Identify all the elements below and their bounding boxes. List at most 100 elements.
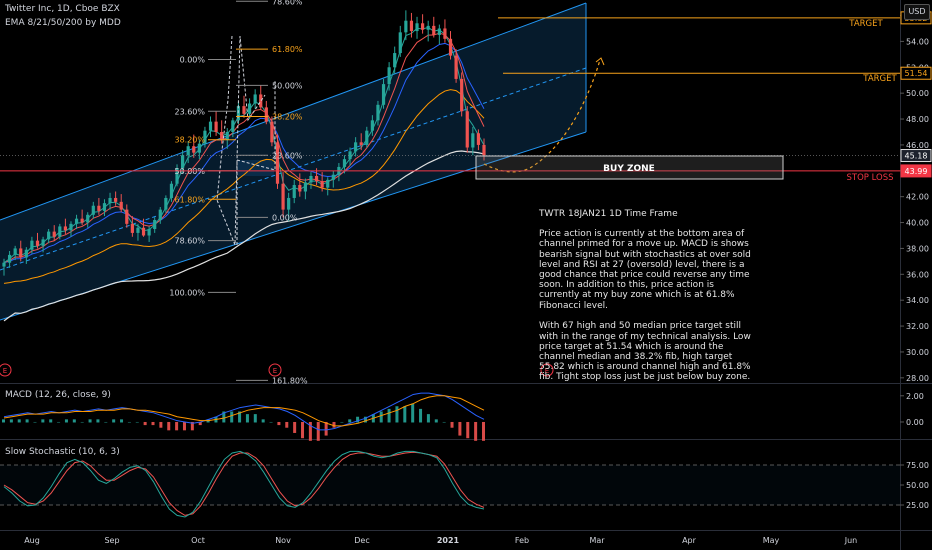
currency-button[interactable]: USD [904,4,930,20]
macd-histogram-bar [230,411,234,423]
time-axis-label: Mar [589,536,605,545]
candle-body [192,146,196,153]
macd-histogram-bar [285,421,289,428]
candle-body [309,175,313,183]
candle-body [214,121,218,132]
candle-body [125,209,129,224]
candle-body [437,28,441,35]
macd-histogram-bar [175,421,179,431]
analysis-paragraph-1: Price action is currently at the bottom … [539,229,751,311]
macd-histogram-bar [182,421,186,431]
candle-body [443,28,447,39]
macd-histogram-bar [316,421,320,441]
macd-histogram-bar [49,419,53,423]
candle-body [270,121,274,143]
candle-body [91,205,95,215]
candle-body [41,239,45,246]
candle-body [471,133,475,148]
price-axis-label: 46.00 [906,141,929,150]
candle-body [114,197,118,202]
candle-body [203,130,207,144]
ema-8-line [3,32,485,264]
macd-histogram-bar [33,421,37,423]
macd-histogram-bar [332,421,336,428]
price-axis-label: 50.00 [906,89,929,98]
fib-level-label: 50.00% [272,81,303,90]
fib-level-label: 38.20% [272,112,303,121]
time-axis-label: Oct [191,536,205,545]
candle-body [220,131,224,140]
macd-title: MACD (12, 26, close, 9) [5,390,111,400]
price-tag-label: 51.54 [905,69,928,78]
candle-body [80,218,84,223]
candle-body [426,25,430,30]
macd-histogram-bar [419,408,423,423]
target-low-label: TARGET [862,74,897,84]
macd-histogram-bar [135,421,139,423]
macd-histogram-bar [426,414,430,423]
earnings-marker-label: E [3,367,7,375]
earnings-marker [268,363,282,377]
stoch-axis-label: 25.00 [906,501,929,510]
macd-histogram-bar [57,421,61,423]
fib-zigzag [216,35,266,246]
candle-body [298,185,302,192]
stoch-axis-label: 75.00 [906,461,929,470]
stoch-k-line [3,450,485,518]
macd-histogram-bar [395,406,399,423]
candle-body [147,229,151,236]
candle-body [186,146,190,156]
candle-body [153,219,157,230]
macd-histogram-bar [466,421,470,439]
candle-body [208,121,213,131]
candle-body [348,151,352,160]
candle-body [30,240,34,250]
candle-body [454,55,458,79]
candle-body [52,231,56,237]
macd-histogram-bar [356,416,360,423]
macd-histogram-bar [238,411,242,423]
macd-histogram-bar [301,421,305,439]
candle-body [63,226,67,231]
candle-body [326,179,330,188]
candle-body [320,181,324,188]
price-axis-label: 40.00 [906,219,929,228]
candle-body [74,218,79,224]
candle-body [381,84,386,105]
ema-50-line [3,89,485,284]
fib-level-label: 23.60% [272,151,303,160]
macd-histogram-bar [482,421,485,441]
fib-level-label: 161.80% [272,376,308,385]
macd-histogram-bar [348,419,352,423]
channel-median-line [0,67,587,271]
macd-histogram-bar [112,419,116,423]
macd-histogram-bar [379,411,383,423]
macd-histogram-bar [72,419,76,423]
ema-200-line [3,150,485,322]
candle-body [331,174,335,180]
candle-body [7,254,12,263]
stochastic-title: Slow Stochastic (10, 6, 3) [5,447,120,457]
candle-body [102,203,107,211]
fib-level-label: 61.80% [174,195,205,204]
candle-body [303,182,307,192]
candle-body [13,248,17,255]
price-axis-label: 36.00 [906,270,929,279]
candle-body [393,53,397,68]
candle-body [169,183,174,198]
macd-axis-label: 2.00 [906,392,924,401]
candle-body [259,94,263,108]
macd-histogram-bar [190,421,194,431]
macd-histogram-bar [198,421,202,426]
candle-body [175,168,179,184]
projection-arrowhead [595,57,605,66]
macd-histogram-bar [120,419,124,423]
macd-histogram-bar [450,421,454,428]
candle-body [47,231,51,240]
candle-body [2,262,6,267]
candle-body [448,38,453,56]
macd-histogram-bar [9,419,13,423]
fib-level-label: 61.80% [272,45,303,54]
macd-histogram-bar [277,421,281,426]
